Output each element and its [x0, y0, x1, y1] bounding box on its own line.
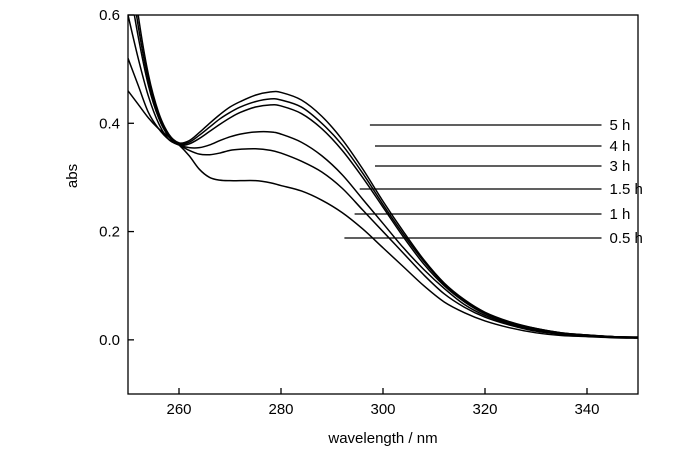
- series-leaders: [344, 124, 602, 239]
- series-label: 1 h: [610, 206, 631, 223]
- y-tick-label: 0.2: [99, 224, 120, 241]
- series-label: 0.5 h: [610, 230, 643, 247]
- series-curve-5-h: [137, 15, 638, 338]
- series-label: 3 h: [610, 158, 631, 175]
- y-tick-label: 0.0: [99, 332, 120, 349]
- y-axis-title: abs: [64, 164, 81, 188]
- series-label: 1.5 h: [610, 181, 643, 198]
- x-tick-label: 260: [166, 401, 191, 418]
- series-label: 4 h: [610, 138, 631, 155]
- series-curve-1-5-h: [128, 15, 638, 339]
- x-axis-title: wavelength / nm: [327, 430, 437, 447]
- series-curve-3-h: [133, 15, 638, 338]
- y-tick-label: 0.6: [99, 7, 120, 24]
- x-axis: 260 280 300 320 340: [166, 388, 600, 418]
- series-curve-4-h: [135, 15, 638, 338]
- series-label: 5 h: [610, 117, 631, 134]
- y-axis: 0.0 0.2 0.4 0.6: [99, 7, 134, 349]
- series-curves: [128, 15, 638, 339]
- series-labels: 5 h 4 h 3 h 1.5 h 1 h 0.5 h: [610, 117, 643, 247]
- x-tick-label: 300: [370, 401, 395, 418]
- y-tick-label: 0.4: [99, 115, 120, 132]
- x-tick-label: 340: [574, 401, 599, 418]
- x-tick-label: 320: [472, 401, 497, 418]
- series-curve-1-h: [128, 58, 638, 339]
- x-tick-label: 280: [268, 401, 293, 418]
